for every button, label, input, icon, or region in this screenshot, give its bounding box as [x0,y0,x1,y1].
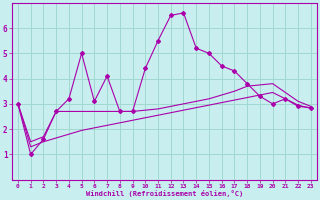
X-axis label: Windchill (Refroidissement éolien,°C): Windchill (Refroidissement éolien,°C) [86,190,243,197]
